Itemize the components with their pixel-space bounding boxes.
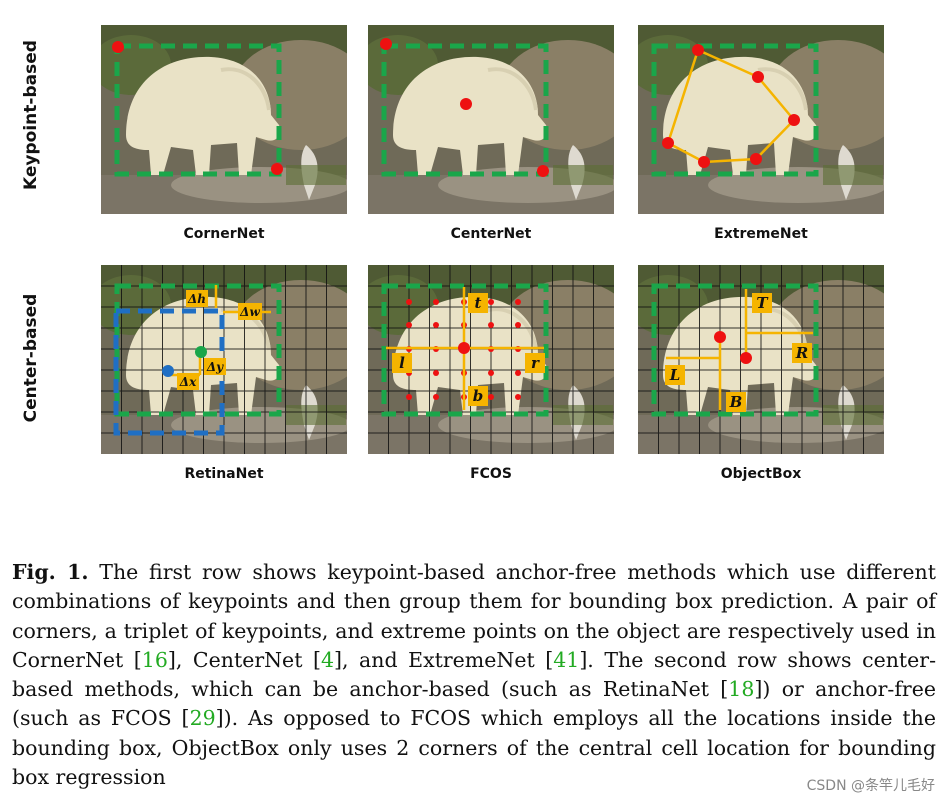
panel-label-centernet: CenterNet [450, 226, 532, 242]
caption-text: ]) or anchor-free (such as FCOS [ [12, 677, 936, 731]
label-dy: Δy [206, 360, 224, 374]
label-R: R [795, 344, 808, 362]
panel-cornernet [101, 25, 347, 214]
row-label-keypoint-based: Keypoint-based [21, 40, 41, 190]
caption-text: ], and ExtremeNet [ [334, 647, 554, 672]
panel-retinanet: Δh Δw Δx Δy [101, 265, 347, 454]
label-r: r [531, 354, 540, 372]
label-dx: Δx [179, 375, 197, 389]
label-t: t [475, 294, 482, 312]
panel-extremenet [638, 25, 884, 214]
label-l: l [399, 354, 405, 372]
citation-link[interactable]: 16 [141, 647, 168, 672]
caption-text: ], CenterNet [ [167, 647, 321, 672]
label-L: L [669, 366, 681, 384]
panel-objectbox: T R L B [638, 265, 884, 454]
caption-text: ]. The second row shows center-based met… [12, 647, 936, 702]
caption-text: ]). As opposed to FCOS which employs all… [12, 706, 936, 790]
watermark: CSDN @条竿儿毛好 [806, 778, 935, 794]
row-label-center-based: Center-based [21, 293, 41, 423]
panel-label-fcos: FCOS [470, 466, 512, 482]
label-b: b [473, 387, 484, 405]
figure-label: Fig. 1. [12, 560, 89, 584]
label-T: T [756, 294, 769, 312]
citation-link[interactable]: 29 [189, 706, 216, 731]
caption-text: The first row shows keypoint-based ancho… [12, 560, 936, 672]
label-dh: Δh [187, 292, 206, 306]
citation-link[interactable]: 41 [553, 647, 580, 672]
citation-link[interactable]: 18 [728, 677, 755, 702]
panel-fcos: t l r b [368, 265, 614, 454]
panel-label-extremenet: ExtremeNet [714, 226, 808, 242]
panel-label-objectbox: ObjectBox [720, 466, 802, 482]
panel-label-retinanet: RetinaNet [184, 466, 264, 482]
panel-label-cornernet: CornerNet [183, 226, 265, 242]
citation-link[interactable]: 4 [320, 647, 334, 672]
figure-caption: Fig. 1. The first row shows keypoint-bas… [12, 558, 936, 792]
label-dw: Δw [239, 305, 260, 319]
panel-centernet [368, 25, 614, 214]
label-B: B [729, 393, 743, 411]
